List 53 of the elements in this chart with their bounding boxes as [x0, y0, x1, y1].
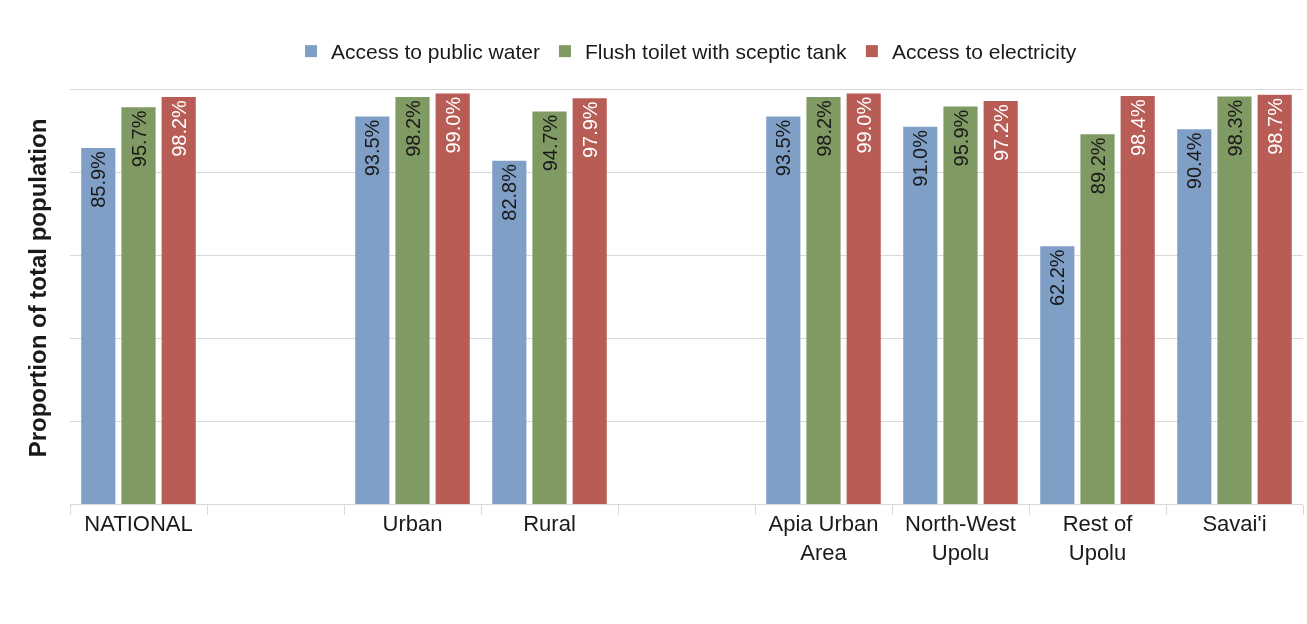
data-label: 93.5% [772, 119, 795, 177]
data-label: 99.0% [852, 96, 875, 154]
x-tick-label: Apia Urban Area [768, 511, 879, 565]
legend-label: Flush toilet with sceptic tank [584, 40, 847, 64]
x-tick-label: North-West Upolu [905, 511, 1016, 565]
bar [572, 98, 607, 504]
bar [161, 96, 196, 504]
bar [1040, 246, 1075, 504]
x-tick-label: Rest of Upolu [1062, 511, 1134, 565]
data-label: 91.0% [909, 129, 932, 187]
bar [846, 93, 881, 504]
data-label: 95.9% [949, 109, 972, 167]
data-label: 95.7% [127, 110, 150, 168]
data-label: 97.9% [578, 101, 601, 159]
x-tick-label: Urban [382, 511, 443, 537]
data-label: 98.2% [401, 99, 424, 157]
bar [532, 111, 567, 504]
y-axis-title: Proportion of total population [24, 118, 52, 458]
data-label: 98.4% [1126, 99, 1149, 157]
legend-label: Access to public water [331, 40, 540, 64]
data-label: 89.2% [1086, 137, 1109, 195]
bar [766, 116, 801, 504]
data-label: 94.7% [538, 114, 561, 172]
bar [81, 147, 116, 504]
data-label: 82.8% [498, 163, 521, 221]
bar [983, 101, 1018, 504]
bar [943, 106, 978, 504]
bar [435, 93, 470, 504]
bar [1080, 134, 1115, 504]
data-label: 99.0% [441, 96, 464, 154]
bar [903, 126, 938, 504]
data-label: 98.2% [167, 99, 190, 157]
bar [1177, 129, 1212, 504]
bar [1120, 96, 1155, 504]
bar [355, 116, 390, 504]
data-label: 98.2% [812, 99, 835, 157]
x-tick-label: Rural [523, 511, 576, 537]
data-label: 62.2% [1046, 249, 1069, 307]
bar [1217, 96, 1252, 504]
data-label: 90.4% [1183, 132, 1206, 190]
data-label: 85.9% [87, 150, 110, 208]
data-label: 97.2% [989, 104, 1012, 161]
legend-label: Access to electricity [891, 40, 1077, 64]
data-label: 98.3% [1223, 99, 1246, 157]
data-label: 98.7% [1263, 97, 1286, 155]
bar [121, 107, 156, 504]
bar [395, 96, 430, 504]
x-tick-label: NATIONAL [84, 511, 193, 537]
bar [806, 96, 841, 504]
bar [1257, 94, 1292, 504]
bar [492, 160, 527, 504]
x-tick-label: Savai'i [1202, 511, 1267, 537]
data-label: 93.5% [361, 119, 384, 177]
